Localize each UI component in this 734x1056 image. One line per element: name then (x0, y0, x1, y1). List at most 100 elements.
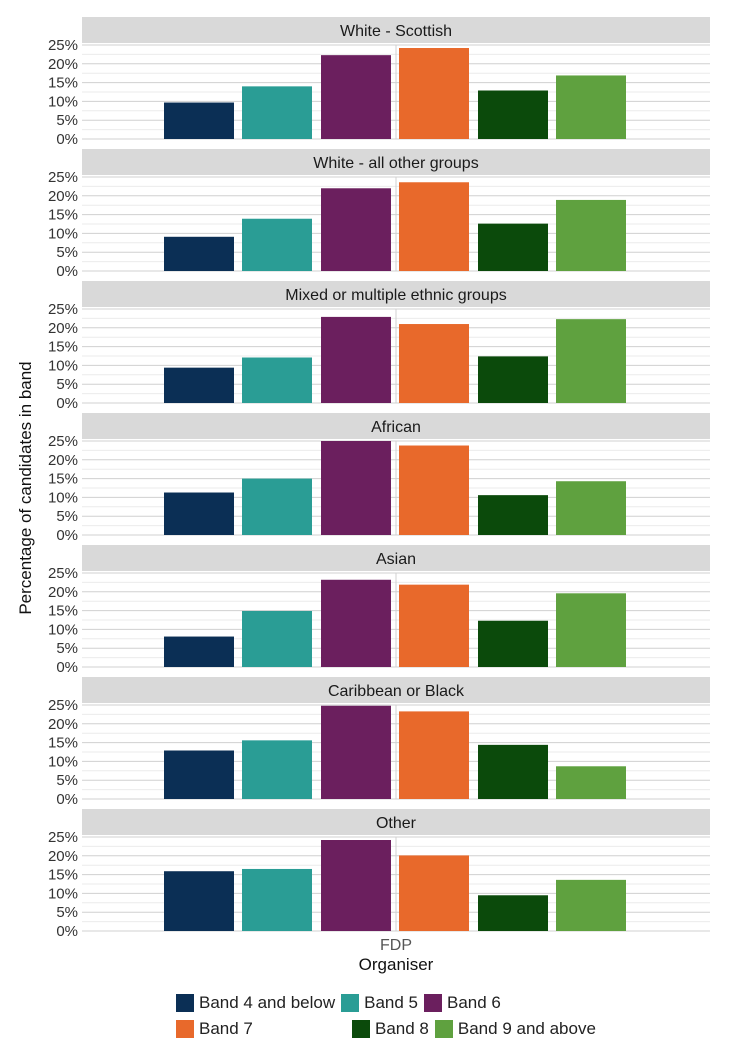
facet-title: Asian (376, 551, 416, 568)
y-tick-label: 20% (48, 188, 78, 205)
y-axis-label: Percentage of candidates in band (16, 361, 35, 614)
bar-band-8 (478, 90, 548, 139)
legend-label: Band 8 (375, 1019, 429, 1038)
y-tick-label: 5% (56, 508, 78, 525)
bar-band-9-and-above (556, 766, 626, 799)
y-tick-label: 10% (48, 489, 78, 506)
y-tick-label: 0% (56, 659, 78, 676)
bar-band-7 (399, 584, 469, 667)
bar-band-5 (242, 478, 312, 535)
y-tick-label: 15% (48, 603, 78, 620)
legend-label: Band 6 (447, 993, 501, 1012)
bar-band-6 (321, 705, 391, 799)
bar-band-8 (478, 620, 548, 667)
y-tick-label: 25% (48, 829, 78, 846)
legend-item-band-9: Band 9 and above (434, 1019, 596, 1039)
y-tick-label: 0% (56, 131, 78, 148)
bar-band-8 (478, 895, 548, 931)
legend-label: Band 5 (364, 993, 418, 1012)
bar-band-9-and-above (556, 879, 626, 931)
y-tick-label: 20% (48, 716, 78, 733)
bar-band-5 (242, 868, 312, 931)
facet-title: White - all other groups (313, 155, 478, 172)
bar-band-9-and-above (556, 593, 626, 667)
legend-label: Band 4 and below (199, 993, 336, 1012)
y-tick-label: 0% (56, 527, 78, 544)
x-axis-label: Organiser (359, 955, 434, 974)
x-tick-label: FDP (380, 937, 412, 954)
bar-band-6 (321, 188, 391, 271)
y-tick-label: 5% (56, 376, 78, 393)
y-tick-label: 15% (48, 867, 78, 884)
legend-swatch (176, 994, 194, 1012)
legend-swatch (341, 994, 360, 1012)
y-tick-label: 25% (48, 301, 78, 318)
legend-item-band-7: Band 7 (176, 1019, 346, 1039)
facet-title: African (371, 419, 421, 436)
facet-title: Other (376, 815, 417, 832)
y-tick-label: 25% (48, 697, 78, 714)
bar-band-7 (399, 182, 469, 271)
bar-band-6 (321, 441, 391, 535)
facet-title: Caribbean or Black (328, 683, 465, 700)
facet-strip (82, 149, 710, 175)
y-tick-label: 20% (48, 320, 78, 337)
legend-item-band-6: Band 6 (424, 993, 501, 1013)
bar-band-4-and-below (164, 102, 234, 139)
facet-strip (82, 17, 710, 43)
legend-item-band-4: Band 4 and below (176, 993, 335, 1013)
legend-item-band-8: Band 8 (352, 1019, 429, 1039)
bar-band-9-and-above (556, 75, 626, 139)
bar-band-4-and-below (164, 636, 234, 667)
y-tick-label: 5% (56, 112, 78, 129)
legend-swatch (176, 1020, 194, 1038)
y-tick-label: 0% (56, 923, 78, 940)
bar-band-5 (242, 740, 312, 799)
y-tick-label: 15% (48, 339, 78, 356)
facet-title: Mixed or multiple ethnic groups (285, 287, 506, 304)
bar-band-7 (399, 324, 469, 403)
legend-swatch (424, 994, 442, 1012)
y-tick-label: 10% (48, 225, 78, 242)
bar-band-5 (242, 610, 312, 667)
bar-band-7 (399, 711, 469, 799)
y-tick-label: 15% (48, 471, 78, 488)
legend-swatch (352, 1020, 370, 1038)
facet-strip (82, 413, 710, 439)
bar-band-4-and-below (164, 367, 234, 403)
facet-strip (82, 809, 710, 835)
legend-swatch (434, 1020, 453, 1038)
bar-band-4-and-below (164, 750, 234, 799)
bar-band-6 (321, 316, 391, 403)
y-tick-label: 0% (56, 395, 78, 412)
bar-band-4-and-below (164, 871, 234, 931)
bar-band-8 (478, 356, 548, 403)
bar-band-5 (242, 86, 312, 139)
y-tick-label: 15% (48, 207, 78, 224)
y-tick-label: 5% (56, 244, 78, 261)
bar-band-8 (478, 495, 548, 535)
facet-title: White - Scottish (340, 23, 452, 40)
y-tick-label: 20% (48, 56, 78, 73)
y-tick-label: 5% (56, 640, 78, 657)
facet-strip (82, 281, 710, 307)
y-tick-label: 10% (48, 621, 78, 638)
y-tick-label: 15% (48, 75, 78, 92)
bar-band-5 (242, 218, 312, 271)
y-tick-label: 10% (48, 753, 78, 770)
bar-band-6 (321, 55, 391, 139)
bar-band-5 (242, 357, 312, 403)
bar-band-4-and-below (164, 236, 234, 271)
bar-band-7 (399, 445, 469, 535)
bar-band-8 (478, 744, 548, 799)
y-tick-label: 20% (48, 584, 78, 601)
bar-band-8 (478, 223, 548, 271)
bar-band-7 (399, 48, 469, 140)
bar-band-6 (321, 840, 391, 931)
bar-band-9-and-above (556, 319, 626, 403)
y-tick-label: 20% (48, 848, 78, 865)
bar-band-4-and-below (164, 492, 234, 535)
y-tick-label: 25% (48, 433, 78, 450)
legend-label: Band 9 and above (457, 1019, 596, 1038)
